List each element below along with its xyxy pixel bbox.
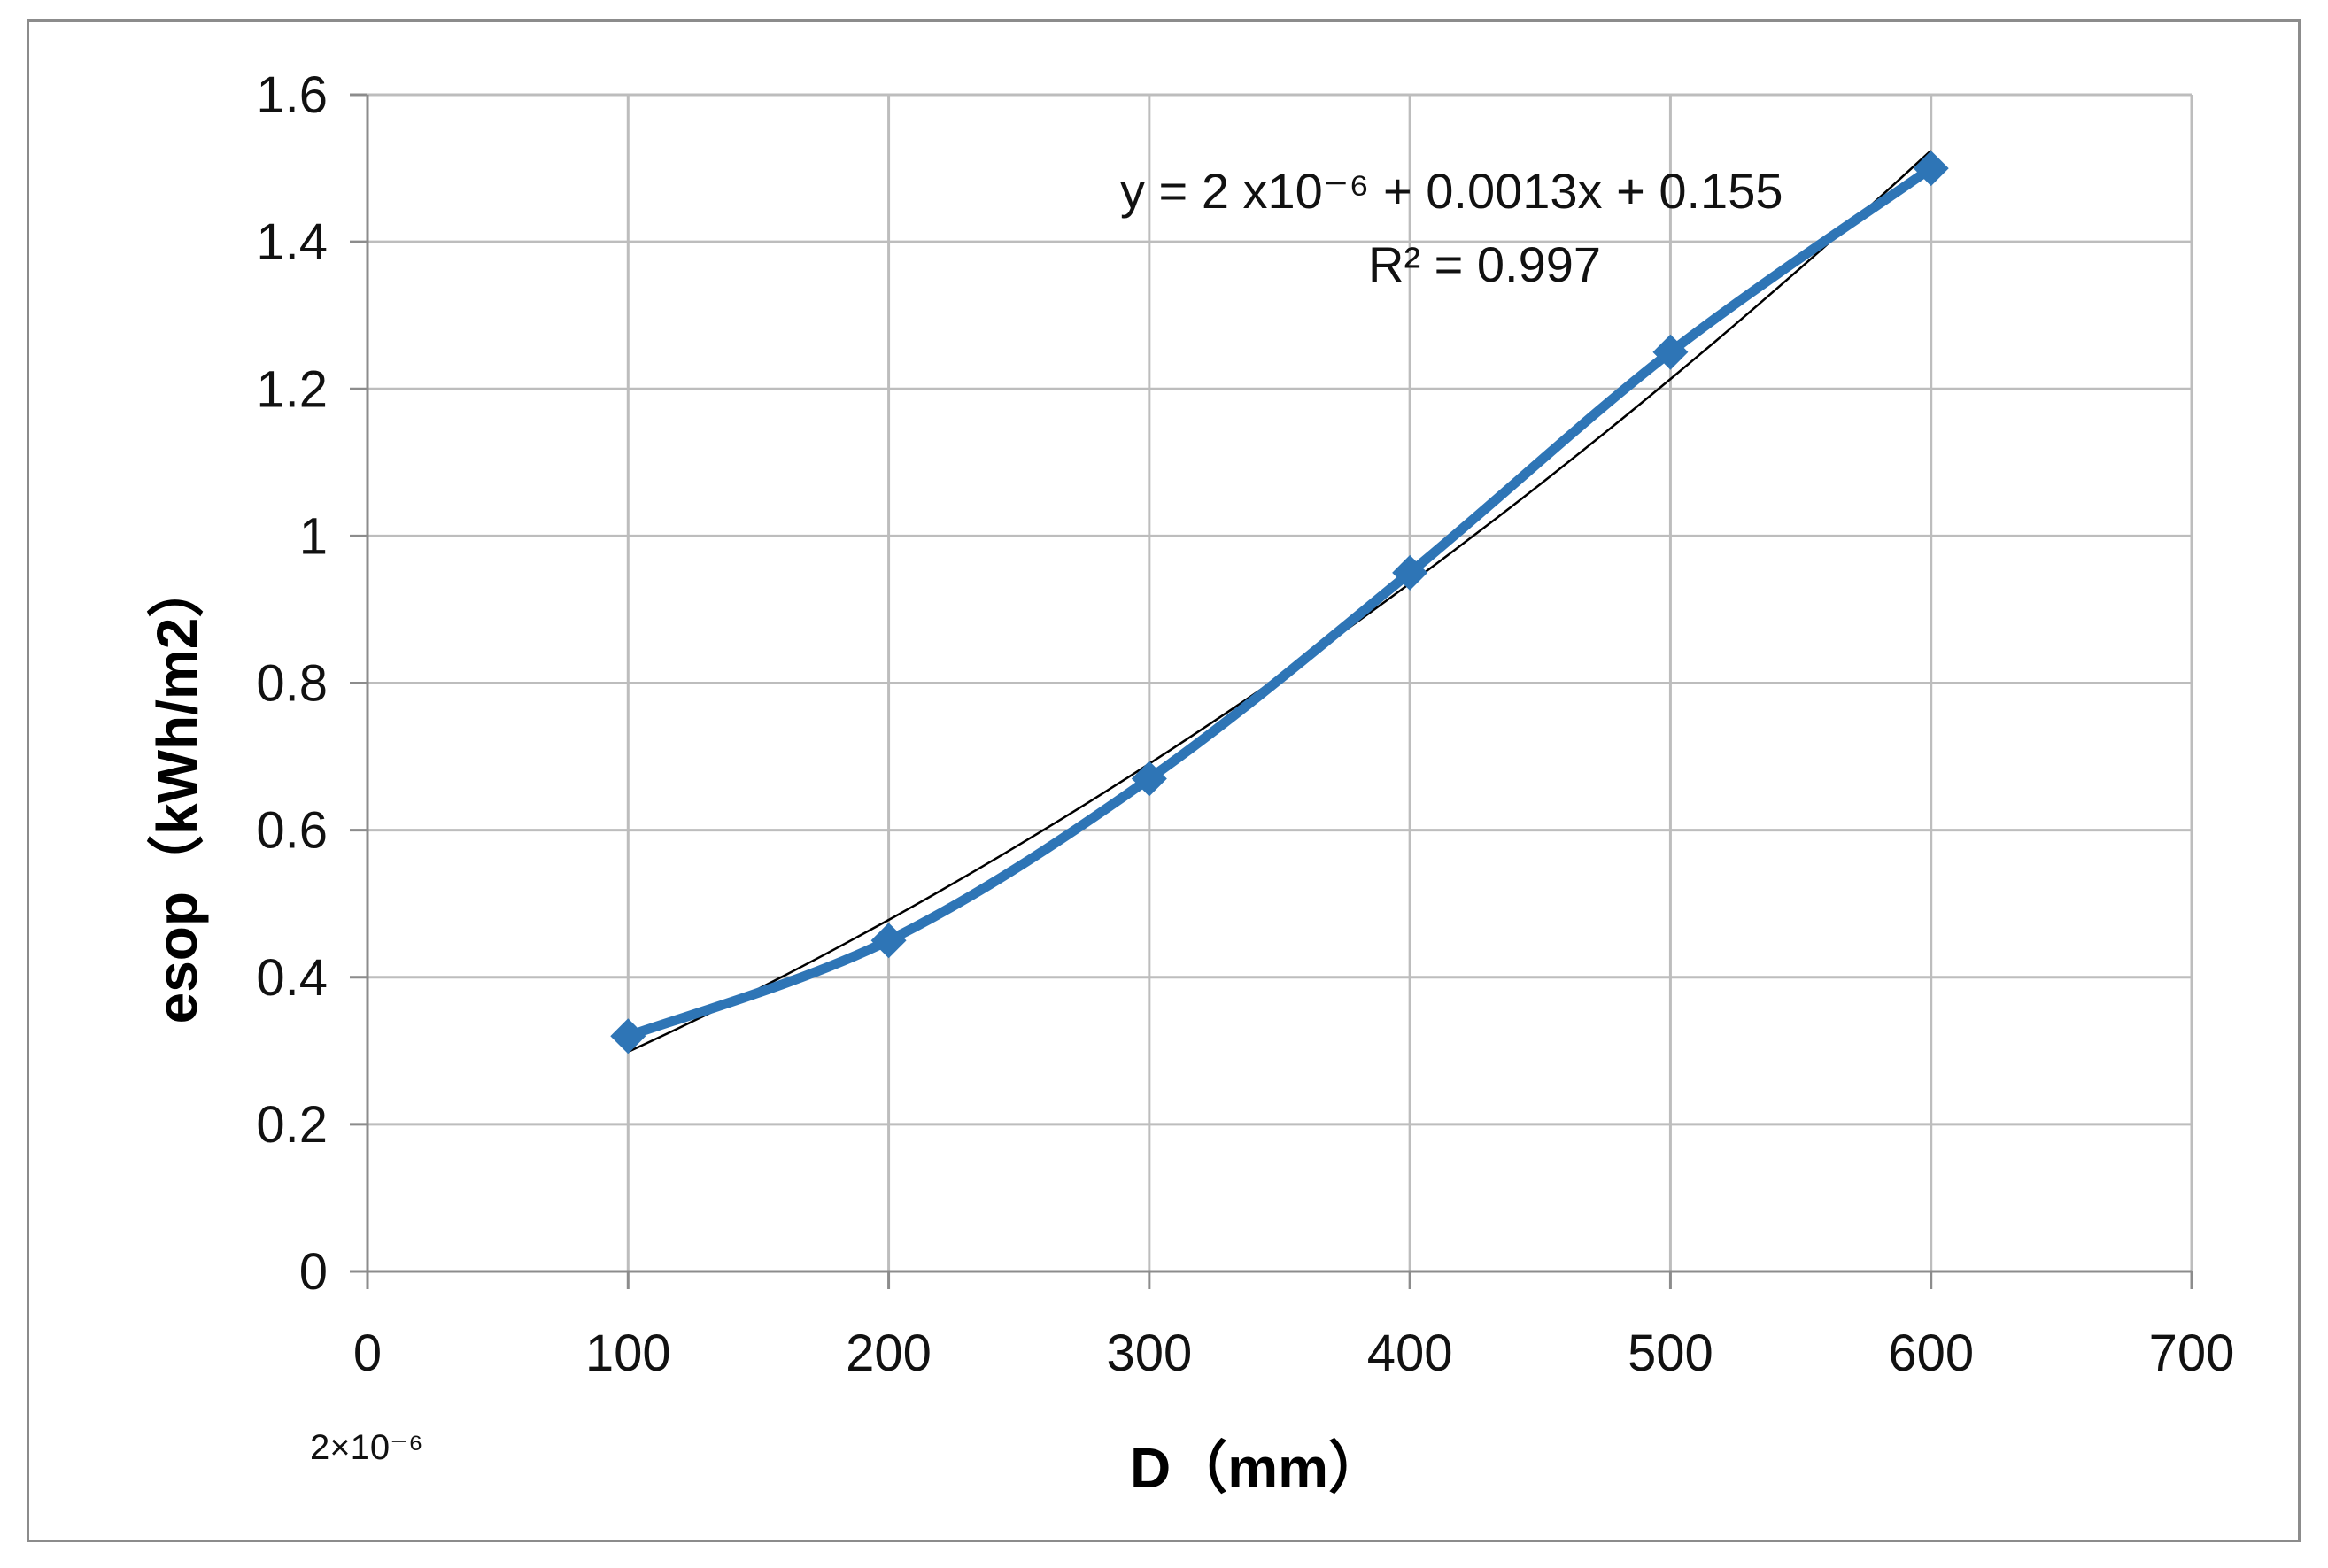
trendline: [627, 149, 1932, 1054]
y-tick-label: 0.6: [256, 802, 328, 860]
series-line: [626, 164, 1934, 1041]
y-tick-label: 1.6: [256, 66, 328, 124]
x-tick-label: 700: [2149, 1325, 2235, 1382]
x-tick-label: 0: [353, 1325, 382, 1382]
x-tick-label: 300: [1106, 1325, 1192, 1382]
x-tick-label: 600: [1888, 1325, 1974, 1382]
trendline-r-squared: R² = 0.997: [1368, 236, 1601, 292]
data-point-marker: [870, 923, 907, 959]
y-tick-label: 0: [299, 1243, 328, 1301]
y-tick-label: 1: [299, 507, 328, 565]
x-tick-label: 200: [846, 1325, 932, 1382]
annotation-note: 2×10⁻⁶: [310, 1428, 423, 1467]
x-tick-label: 400: [1367, 1325, 1453, 1382]
axes: [350, 93, 2193, 1289]
x-axis-title: D（mm）: [1130, 1436, 1385, 1500]
data-point-marker: [1652, 334, 1689, 370]
y-tick-label: 1.4: [256, 213, 328, 271]
data-point-marker: [610, 1018, 646, 1054]
tick-labels: 0 0.2 0.4 0.6 0.8 1 1.2 1.4 1.6 0 100 200 300 400 500 6…: [256, 66, 2234, 1382]
trendline-layer: [627, 149, 1932, 1054]
y-tick-label: 0.4: [256, 949, 328, 1007]
data-point-marker: [1913, 151, 1949, 187]
data-point-marker: [1392, 554, 1428, 591]
series-layer: [610, 151, 1949, 1054]
y-tick-label: 0.2: [256, 1096, 328, 1154]
y-axis-title: esop（kWh/m2）: [145, 561, 209, 1024]
y-tick-label: 1.2: [256, 360, 328, 418]
data-point-marker: [1131, 761, 1167, 797]
y-tick-label: 0.8: [256, 655, 328, 713]
x-tick-label: 500: [1628, 1325, 1713, 1382]
trendline-equation: y = 2 x10⁻⁶ + 0.0013x + 0.155: [1120, 163, 1783, 219]
gridlines: [367, 93, 2193, 1271]
x-tick-label: 100: [585, 1325, 671, 1382]
